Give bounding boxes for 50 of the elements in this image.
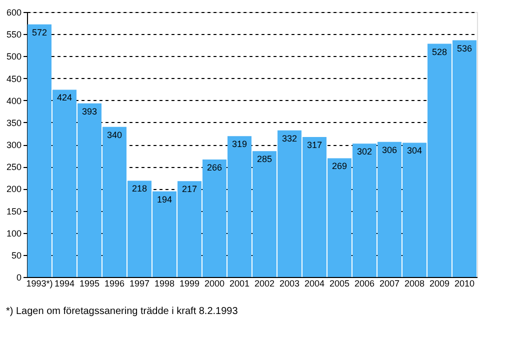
x-tick-label: 2009 (429, 278, 450, 288)
x-tick-label: 1997 (129, 278, 150, 288)
x-tick-label: 2010 (454, 278, 475, 288)
data-label: 194 (156, 194, 172, 204)
data-label: 393 (82, 106, 98, 116)
x-tick-label: 2004 (304, 278, 325, 288)
text: *) Lagen om företagssanering trädde i kraft 8.2.1993 (6, 306, 238, 317)
y-tick-label: 300 (6, 140, 22, 150)
x-tick-label: 1999 (179, 278, 200, 288)
data-label: 306 (382, 144, 398, 155)
data-label: 266 (206, 162, 222, 173)
data-label: 572 (32, 27, 48, 38)
x-tick-label: 2001 (229, 278, 250, 288)
x-tick-label: 1993*) (26, 278, 53, 288)
data-label: 217 (182, 184, 198, 194)
x-tick-label: 1998 (154, 278, 175, 288)
data-label: 302 (356, 146, 372, 157)
y-tick-label: 600 (6, 8, 22, 18)
data-label: 528 (432, 46, 448, 57)
data-label: 340 (106, 130, 122, 140)
x-tick-label: 2005 (329, 278, 350, 288)
data-label: 218 (132, 184, 148, 194)
x-tick-label: 2002 (254, 278, 275, 288)
y-tick-label: 150 (6, 206, 22, 216)
x-tick-label: 2006 (354, 278, 375, 288)
y-tick-label: 100 (6, 228, 22, 238)
x-tick-label: 2003 (279, 278, 300, 288)
y-tick-label: 500 (6, 52, 22, 62)
y-tick-label: 400 (6, 96, 22, 106)
x-tick-label: 2007 (379, 278, 400, 288)
y-tick-label: 550 (6, 30, 22, 40)
data-label: 424 (56, 92, 72, 103)
y-tick-label: 250 (6, 162, 22, 172)
data-label: 332 (282, 133, 298, 144)
x-tick-label: 2008 (404, 278, 425, 288)
x-tick-label: 1995 (79, 278, 100, 288)
y-tick-label: 450 (6, 74, 22, 84)
data-label: 304 (406, 146, 422, 156)
y-tick-label: 350 (6, 118, 22, 128)
x-tick-label: 1996 (104, 278, 125, 288)
y-tick-label: 50 (11, 250, 22, 260)
y-tick-label: 200 (6, 184, 22, 194)
x-tick-label: 1994 (54, 278, 75, 288)
y-tick-label: 0 (16, 272, 22, 282)
data-label: 536 (456, 43, 472, 54)
x-tick-label: 2000 (204, 278, 225, 288)
data-label: 285 (256, 154, 272, 164)
data-label: 319 (232, 139, 248, 150)
data-label: 317 (306, 140, 322, 150)
data-label: 269 (332, 161, 348, 172)
